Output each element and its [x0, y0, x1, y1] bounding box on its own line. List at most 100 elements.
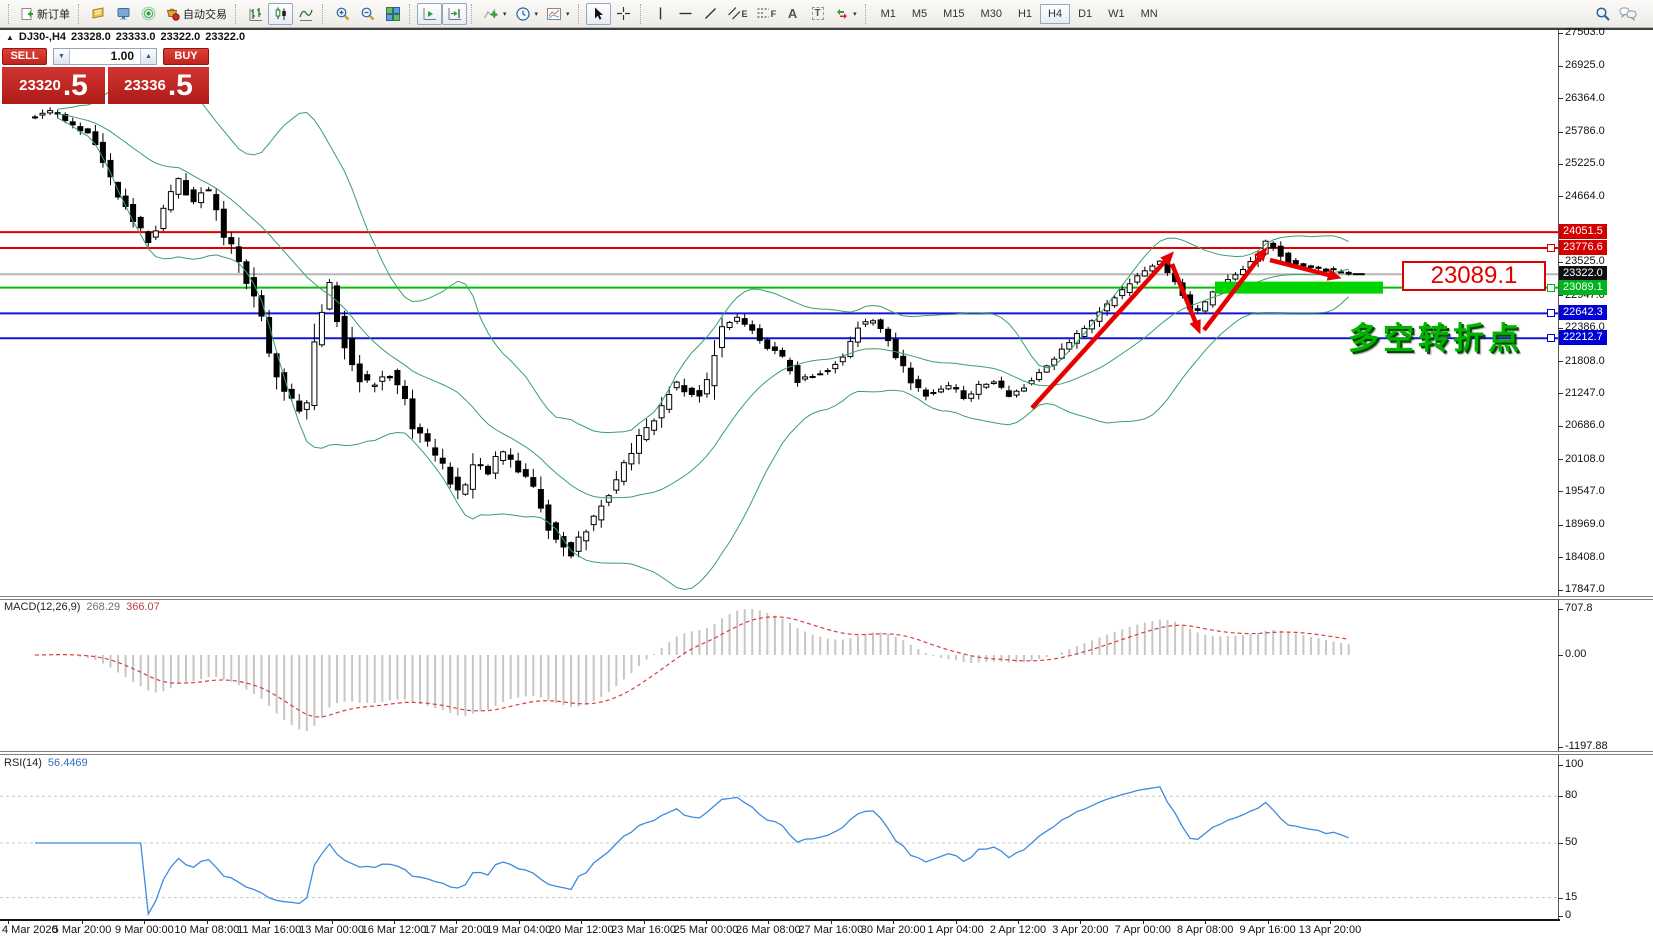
- dropdown-caret-icon: ▾: [534, 10, 539, 18]
- rsi-indicator-label: RSI(14) 56.4469: [4, 757, 88, 769]
- ohlc-open: 23328.0: [71, 31, 111, 43]
- support-price-callout[interactable]: 23089.1: [1402, 261, 1546, 291]
- zoom-out-icon: [361, 7, 374, 20]
- trend-arrowhead: [1326, 268, 1342, 281]
- buy-price-box[interactable]: 23336 .5: [108, 67, 209, 104]
- buy-button[interactable]: BUY: [163, 47, 209, 65]
- timeframe-mn-button[interactable]: MN: [1133, 4, 1166, 24]
- arrows-tool-button[interactable]: ▾: [830, 3, 861, 25]
- indicators-button[interactable]: ▾: [479, 3, 511, 25]
- dropdown-caret-icon: ▾: [566, 10, 570, 18]
- text-label-icon: T: [811, 7, 824, 20]
- fibonacci-tool-button[interactable]: F: [752, 3, 781, 25]
- pane-separator-rsi[interactable]: [0, 751, 1653, 755]
- chat-icon: [1619, 7, 1637, 21]
- trend-arrowhead: [1160, 251, 1175, 266]
- rsi-series: [0, 786, 1558, 917]
- clock-icon: [515, 6, 530, 21]
- fibonacci-letter: F: [770, 8, 777, 19]
- time-axis-frame: [0, 919, 1560, 921]
- text-label-tool-button[interactable]: T: [805, 3, 830, 25]
- line-chart-button[interactable]: [293, 3, 318, 25]
- price-axis-line: [1558, 30, 1559, 920]
- vertical-line-tool-button[interactable]: [648, 3, 673, 25]
- tile-windows-icon: [385, 6, 400, 21]
- crosshair-tool-button[interactable]: [611, 3, 636, 25]
- new-order-label: 新订单: [37, 8, 70, 21]
- turning-point-annotation[interactable]: 多空转折点: [1348, 321, 1523, 356]
- navigator-button[interactable]: [111, 3, 136, 25]
- volume-stepper: ▼ 1.00 ▲: [53, 47, 157, 65]
- autotrade-label: 自动交易: [183, 8, 227, 21]
- horizontal-line-tool-button[interactable]: [673, 3, 698, 25]
- macd-signal-line: [34, 616, 1349, 718]
- rsi-value: 56.4469: [47, 757, 88, 769]
- one-click-trading-panel: SELL ▼ 1.00 ▲ BUY 23320 .5 23336 .5: [2, 47, 209, 104]
- macd-name: MACD(12,26,9): [4, 601, 81, 613]
- highlight-rectangle[interactable]: [1215, 281, 1383, 294]
- macd-signal-value: 366.07: [126, 601, 160, 613]
- trend-arrowhead: [1189, 319, 1201, 335]
- candlestick-chart-button[interactable]: [268, 2, 293, 25]
- new-order-button[interactable]: 新订单: [16, 3, 74, 25]
- timeframe-h4-button[interactable]: H4: [1040, 3, 1071, 24]
- zoom-out-button[interactable]: [355, 3, 380, 25]
- auto-scroll-button[interactable]: [417, 2, 442, 25]
- timeframe-m5-button[interactable]: M5: [904, 4, 935, 24]
- search-button[interactable]: [1590, 3, 1615, 25]
- collapse-triangle-icon[interactable]: ▲: [6, 32, 14, 42]
- horizontal-line-icon: [679, 12, 692, 15]
- market-watch-button[interactable]: [86, 3, 111, 25]
- dropdown-caret-icon: ▾: [853, 10, 857, 18]
- toolbar-grip: [8, 3, 12, 24]
- pane-separator-macd[interactable]: [0, 596, 1653, 600]
- volume-decrease-button[interactable]: ▼: [54, 48, 70, 64]
- periods-button[interactable]: ▾: [511, 3, 543, 25]
- autotrade-button[interactable]: 自动交易: [161, 3, 231, 25]
- trendline-tool-button[interactable]: [698, 3, 723, 25]
- autotrade-icon: [166, 8, 180, 21]
- toolbar-grip: [78, 3, 82, 24]
- timeframe-m1-button[interactable]: M1: [873, 4, 904, 24]
- volume-increase-button[interactable]: ▲: [140, 48, 156, 64]
- bollinger-bands: [57, 68, 1350, 591]
- chart-shift-button[interactable]: [442, 2, 467, 25]
- sell-price-box[interactable]: 23320 .5: [2, 67, 105, 104]
- timeframe-m15-button[interactable]: M15: [935, 4, 972, 24]
- timeframe-w1-button[interactable]: W1: [1100, 4, 1133, 24]
- chart-ohlc-header: ▲ DJ30-,H4 23328.0 23333.0 23322.0 23322…: [6, 31, 245, 43]
- zoom-in-button[interactable]: [330, 3, 355, 25]
- text-tool-button[interactable]: A: [780, 3, 805, 25]
- channel-tool-button[interactable]: E: [723, 3, 752, 25]
- sell-button[interactable]: SELL: [2, 47, 47, 65]
- signal-icon: [141, 6, 156, 21]
- toolbar: 新订单 自动交易 ▾ ▾: [0, 0, 1653, 28]
- candles-series: [32, 107, 1365, 559]
- timeframe-d1-button[interactable]: D1: [1070, 4, 1100, 24]
- auto-scroll-icon: [423, 7, 436, 20]
- macd-series: [34, 609, 1350, 732]
- zoom-in-icon: [336, 7, 349, 20]
- toolbar-grip: [471, 3, 475, 24]
- toolbar-grip: [639, 3, 644, 24]
- macd-main-value: 268.29: [86, 601, 121, 613]
- candlestick-chart-icon: [275, 7, 286, 20]
- templates-button[interactable]: ▾: [542, 3, 574, 25]
- bar-chart-button[interactable]: [243, 3, 268, 25]
- ohlc-close: 23322.0: [205, 31, 246, 43]
- chart-annotations[interactable]: [1030, 246, 1383, 410]
- terminal-button[interactable]: [136, 3, 161, 25]
- sell-price-main: 23320: [19, 77, 61, 94]
- dropdown-caret-icon: ▾: [503, 10, 507, 18]
- timeframe-m30-button[interactable]: M30: [973, 4, 1010, 24]
- ohlc-high: 23333.0: [115, 31, 156, 43]
- crosshair-icon: [616, 7, 630, 20]
- chat-button[interactable]: [1615, 3, 1641, 25]
- tile-windows-button[interactable]: [380, 3, 405, 25]
- cursor-tool-button[interactable]: [585, 2, 611, 25]
- timeframe-h1-button[interactable]: H1: [1010, 4, 1040, 24]
- ohlc-low: 23322.0: [160, 31, 201, 43]
- template-icon: [547, 7, 562, 20]
- volume-value[interactable]: 1.00: [110, 48, 134, 63]
